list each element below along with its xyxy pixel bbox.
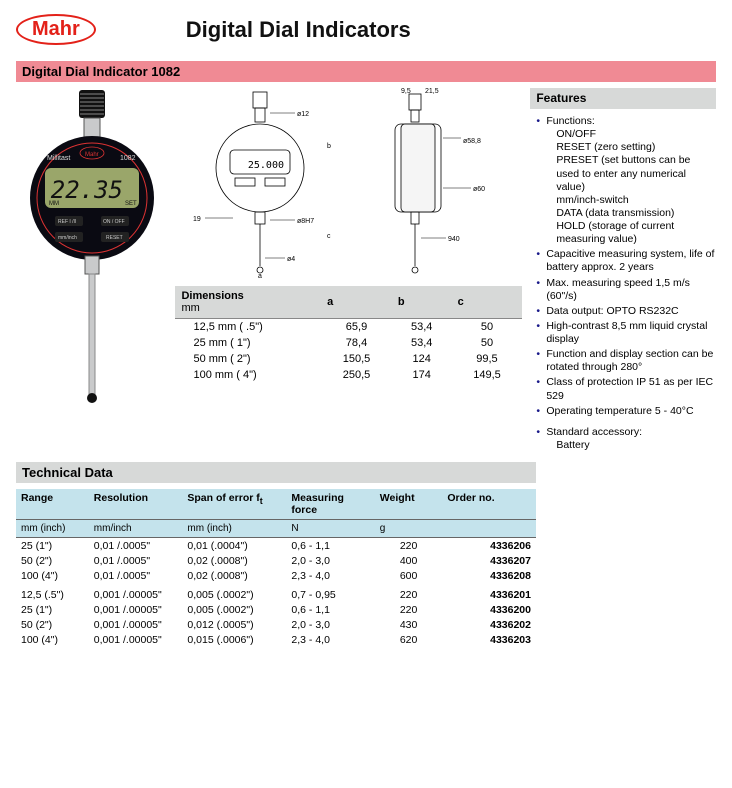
product-brand-label: Millitast [47, 155, 70, 162]
product-image-column: Millitast 1082 Mahr 22.35 MM SET REF I /… [16, 88, 167, 454]
svg-text:MM: MM [49, 201, 59, 207]
table-row: 100 mm ( 4")250,5174149,5 [175, 367, 522, 383]
technical-table: Range Resolution Span of error ft Measur… [16, 489, 536, 648]
table-row: 100 (4")0,01 /.0005"0,02 (.0008")2,3 - 4… [16, 568, 536, 583]
svg-text:Mahr: Mahr [85, 152, 99, 158]
feature-item: Capacitive measuring system, life of bat… [536, 248, 716, 274]
svg-text:940: 940 [448, 236, 460, 243]
schematic-column: 25.000 ø12 19 ø8H7 ø4 b c a [175, 88, 522, 454]
feature-item: Operating temperature 5 - 40°C [536, 405, 716, 418]
svg-text:c: c [327, 233, 331, 240]
front-schematic: 25.000 ø12 19 ø8H7 ø4 b c a [175, 88, 345, 278]
feature-item: Data output: OPTO RS232C [536, 305, 716, 318]
table-row: 50 (2")0,01 /.0005"0,02 (.0008")2,0 - 3,… [16, 553, 536, 568]
feature-item: Function and display section can be rota… [536, 348, 716, 374]
feature-item: Class of protection IP 51 as per IEC 529 [536, 376, 716, 402]
table-row: 25 (1")0,001 /.00005"0,005 (.0002")0,6 -… [16, 603, 536, 618]
feature-item: High-contrast 8,5 mm liquid crystal disp… [536, 320, 716, 346]
lcd-value: 22.35 [50, 176, 122, 204]
product-subtitle-bar: Digital Dial Indicator 1082 [16, 61, 716, 82]
features-title: Features [530, 88, 716, 109]
page-title: Digital Dial Indicators [186, 17, 411, 43]
side-schematic: 9,5 21,5 ø58,8 ø60 940 [351, 88, 521, 278]
svg-text:ON / OFF: ON / OFF [103, 219, 125, 225]
product-model-label: 1082 [120, 155, 136, 162]
svg-text:19: 19 [193, 216, 201, 223]
svg-text:ø58,8: ø58,8 [463, 138, 481, 145]
svg-text:ø8H7: ø8H7 [297, 218, 314, 225]
features-column: Features Functions:ON/OFFRESET (zero set… [530, 88, 716, 454]
feature-item: Functions:ON/OFFRESET (zero setting)PRES… [536, 115, 716, 246]
svg-text:25.000: 25.000 [248, 160, 284, 171]
product-illustration: Millitast 1082 Mahr 22.35 MM SET REF I /… [17, 88, 167, 408]
table-row: 50 (2")0,001 /.00005"0,012 (.0005")2,0 -… [16, 618, 536, 633]
svg-text:21,5: 21,5 [425, 88, 439, 95]
table-row: 25 mm ( 1")78,453,450 [175, 335, 522, 351]
svg-text:b: b [327, 143, 331, 150]
dim-title: Dimensions [181, 290, 243, 302]
svg-text:REF I /II: REF I /II [58, 219, 76, 225]
svg-text:RESET: RESET [106, 235, 123, 241]
technical-title-bar: Technical Data [16, 462, 536, 483]
table-row: 12,5 mm ( .5")65,953,450 [175, 319, 522, 336]
svg-text:ø60: ø60 [473, 186, 485, 193]
table-row: 12,5 (.5")0,001 /.00005"0,005 (.0002")0,… [16, 583, 536, 603]
svg-text:ø4: ø4 [287, 256, 295, 263]
svg-text:9,5: 9,5 [401, 88, 411, 95]
accessory-item: Standard accessory: Battery [536, 426, 716, 452]
table-row: 25 (1")0,01 /.0005"0,01 (.0004")0,6 - 1,… [16, 538, 536, 554]
svg-text:SET: SET [125, 201, 137, 207]
table-row: 100 (4")0,001 /.00005"0,015 (.0006")2,3 … [16, 633, 536, 648]
svg-text:a: a [258, 273, 262, 278]
brand-logo: Mahr [16, 14, 96, 45]
features-list: Functions:ON/OFFRESET (zero setting)PRES… [530, 115, 716, 418]
page-header: Mahr Digital Dial Indicators [16, 14, 716, 45]
feature-item: Max. measuring speed 1,5 m/s (60"/s) [536, 277, 716, 303]
svg-text:mm/inch: mm/inch [58, 235, 77, 241]
table-row: 50 mm ( 2")150,512499,5 [175, 351, 522, 367]
svg-text:ø12: ø12 [297, 111, 309, 118]
dimensions-table: Dimensions mm a b c 12,5 mm ( .5")65,953… [175, 286, 522, 383]
